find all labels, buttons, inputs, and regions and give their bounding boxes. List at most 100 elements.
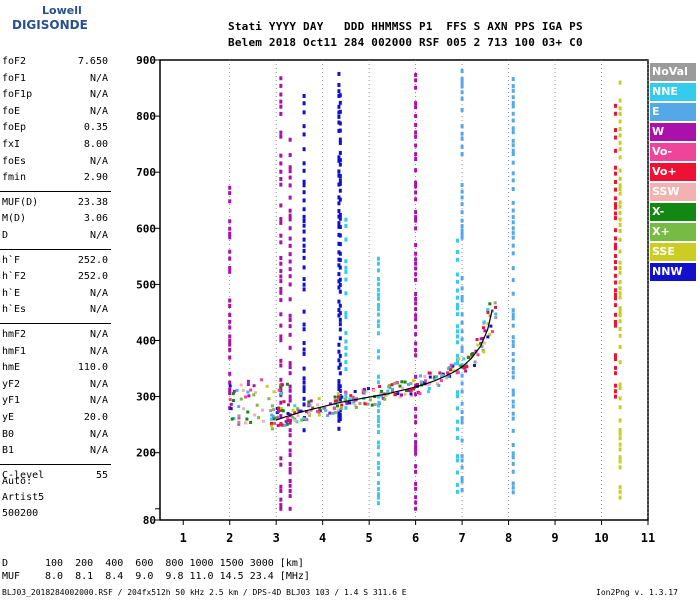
echo-point [618, 447, 622, 452]
echo-point [285, 422, 289, 426]
param-row: h`E N/A [2, 288, 108, 299]
echo-point [279, 220, 283, 225]
logo-text-digisonde: DIGISONDE [12, 18, 88, 32]
echo-point [414, 190, 418, 195]
echo-point [338, 282, 342, 287]
echo-point [376, 277, 380, 282]
echo-point [337, 379, 341, 384]
echo-point [618, 210, 622, 215]
echo-point [455, 334, 459, 339]
echo-point [453, 362, 457, 366]
echo-point [423, 374, 427, 378]
echo-point [358, 401, 362, 405]
echo-point [414, 444, 418, 449]
echo-point [618, 295, 622, 300]
echo-point [427, 387, 431, 391]
y-tick-label: 800 [136, 110, 156, 123]
echo-point [337, 285, 341, 290]
echo-point [449, 363, 453, 367]
echo-point [511, 95, 515, 100]
echo-point [288, 217, 292, 222]
echo-point [302, 93, 306, 98]
echo-point [414, 257, 418, 262]
legend-item: E [650, 103, 696, 121]
echo-point [618, 485, 622, 490]
echo-point [494, 312, 498, 316]
echo-point [464, 369, 468, 373]
echo-point [613, 216, 617, 221]
header-row-1: Stati YYYY DAY DDD HHMMSS P1 FFS S AXN P… [228, 20, 583, 33]
echo-point [376, 440, 380, 445]
echo-point [242, 407, 246, 411]
echo-point [467, 356, 471, 360]
echo-point [618, 327, 622, 332]
x-tick-label: 2 [226, 531, 233, 545]
echo-point [247, 394, 251, 398]
echo-point [460, 298, 464, 303]
echo-point [344, 277, 348, 282]
echo-point [386, 389, 390, 393]
echo-point [288, 153, 292, 158]
echo-point [414, 500, 418, 505]
param-row: fmin 2.90 [2, 172, 108, 183]
echo-point [618, 280, 622, 285]
echo-point [338, 408, 342, 413]
echo-point [613, 179, 617, 184]
echo-point [252, 393, 256, 397]
y-tick-label: 300 [136, 391, 156, 404]
echo-point [228, 256, 232, 261]
echo-point [373, 402, 377, 406]
echo-point [511, 323, 515, 328]
param-label: foF1p [2, 89, 33, 101]
echo-point [288, 398, 292, 403]
echo-point [305, 410, 309, 414]
echo-point [511, 428, 515, 433]
echo-point [307, 403, 311, 407]
echo-point [475, 338, 479, 342]
echo-point [618, 418, 622, 423]
echo-point [376, 492, 380, 497]
echo-point [414, 341, 418, 346]
echo-point [403, 380, 407, 384]
echo-point [511, 312, 515, 317]
echo-point [378, 402, 382, 406]
param-row: fxI 8.00 [2, 139, 108, 150]
echo-point [483, 329, 487, 333]
echo-point [269, 424, 273, 428]
echo-point [460, 401, 464, 406]
echo-point [460, 479, 464, 484]
echo-point [618, 382, 622, 387]
echo-point [279, 385, 283, 389]
echo-point [302, 351, 306, 356]
echo-point [362, 390, 366, 394]
echo-point [613, 288, 617, 293]
echo-point [511, 370, 515, 375]
echo-point [511, 148, 515, 153]
echo-point [228, 312, 232, 317]
echo-point [419, 380, 423, 384]
echo-point [435, 382, 439, 386]
param-value: 8.00 [83, 139, 108, 150]
echo-point [414, 440, 418, 445]
echo-point [253, 413, 257, 417]
echo-point [288, 388, 292, 393]
echo-point [376, 282, 380, 287]
echo-point [464, 363, 468, 367]
echo-point [460, 90, 464, 95]
echo-point [613, 260, 617, 265]
echo-point [296, 407, 300, 411]
echo-point [337, 342, 341, 347]
echo-point [337, 365, 341, 370]
echo-point [280, 408, 284, 412]
echo-point [411, 379, 415, 383]
echo-point [613, 312, 617, 317]
echo-point [300, 418, 304, 422]
echo-point [414, 210, 418, 215]
echo-point [288, 274, 292, 279]
echo-point [409, 381, 413, 385]
echo-point [414, 332, 418, 337]
echo-point [288, 384, 292, 389]
param-value: N/A [89, 445, 108, 457]
echo-point [302, 309, 306, 314]
param-value: N/A [89, 89, 108, 101]
